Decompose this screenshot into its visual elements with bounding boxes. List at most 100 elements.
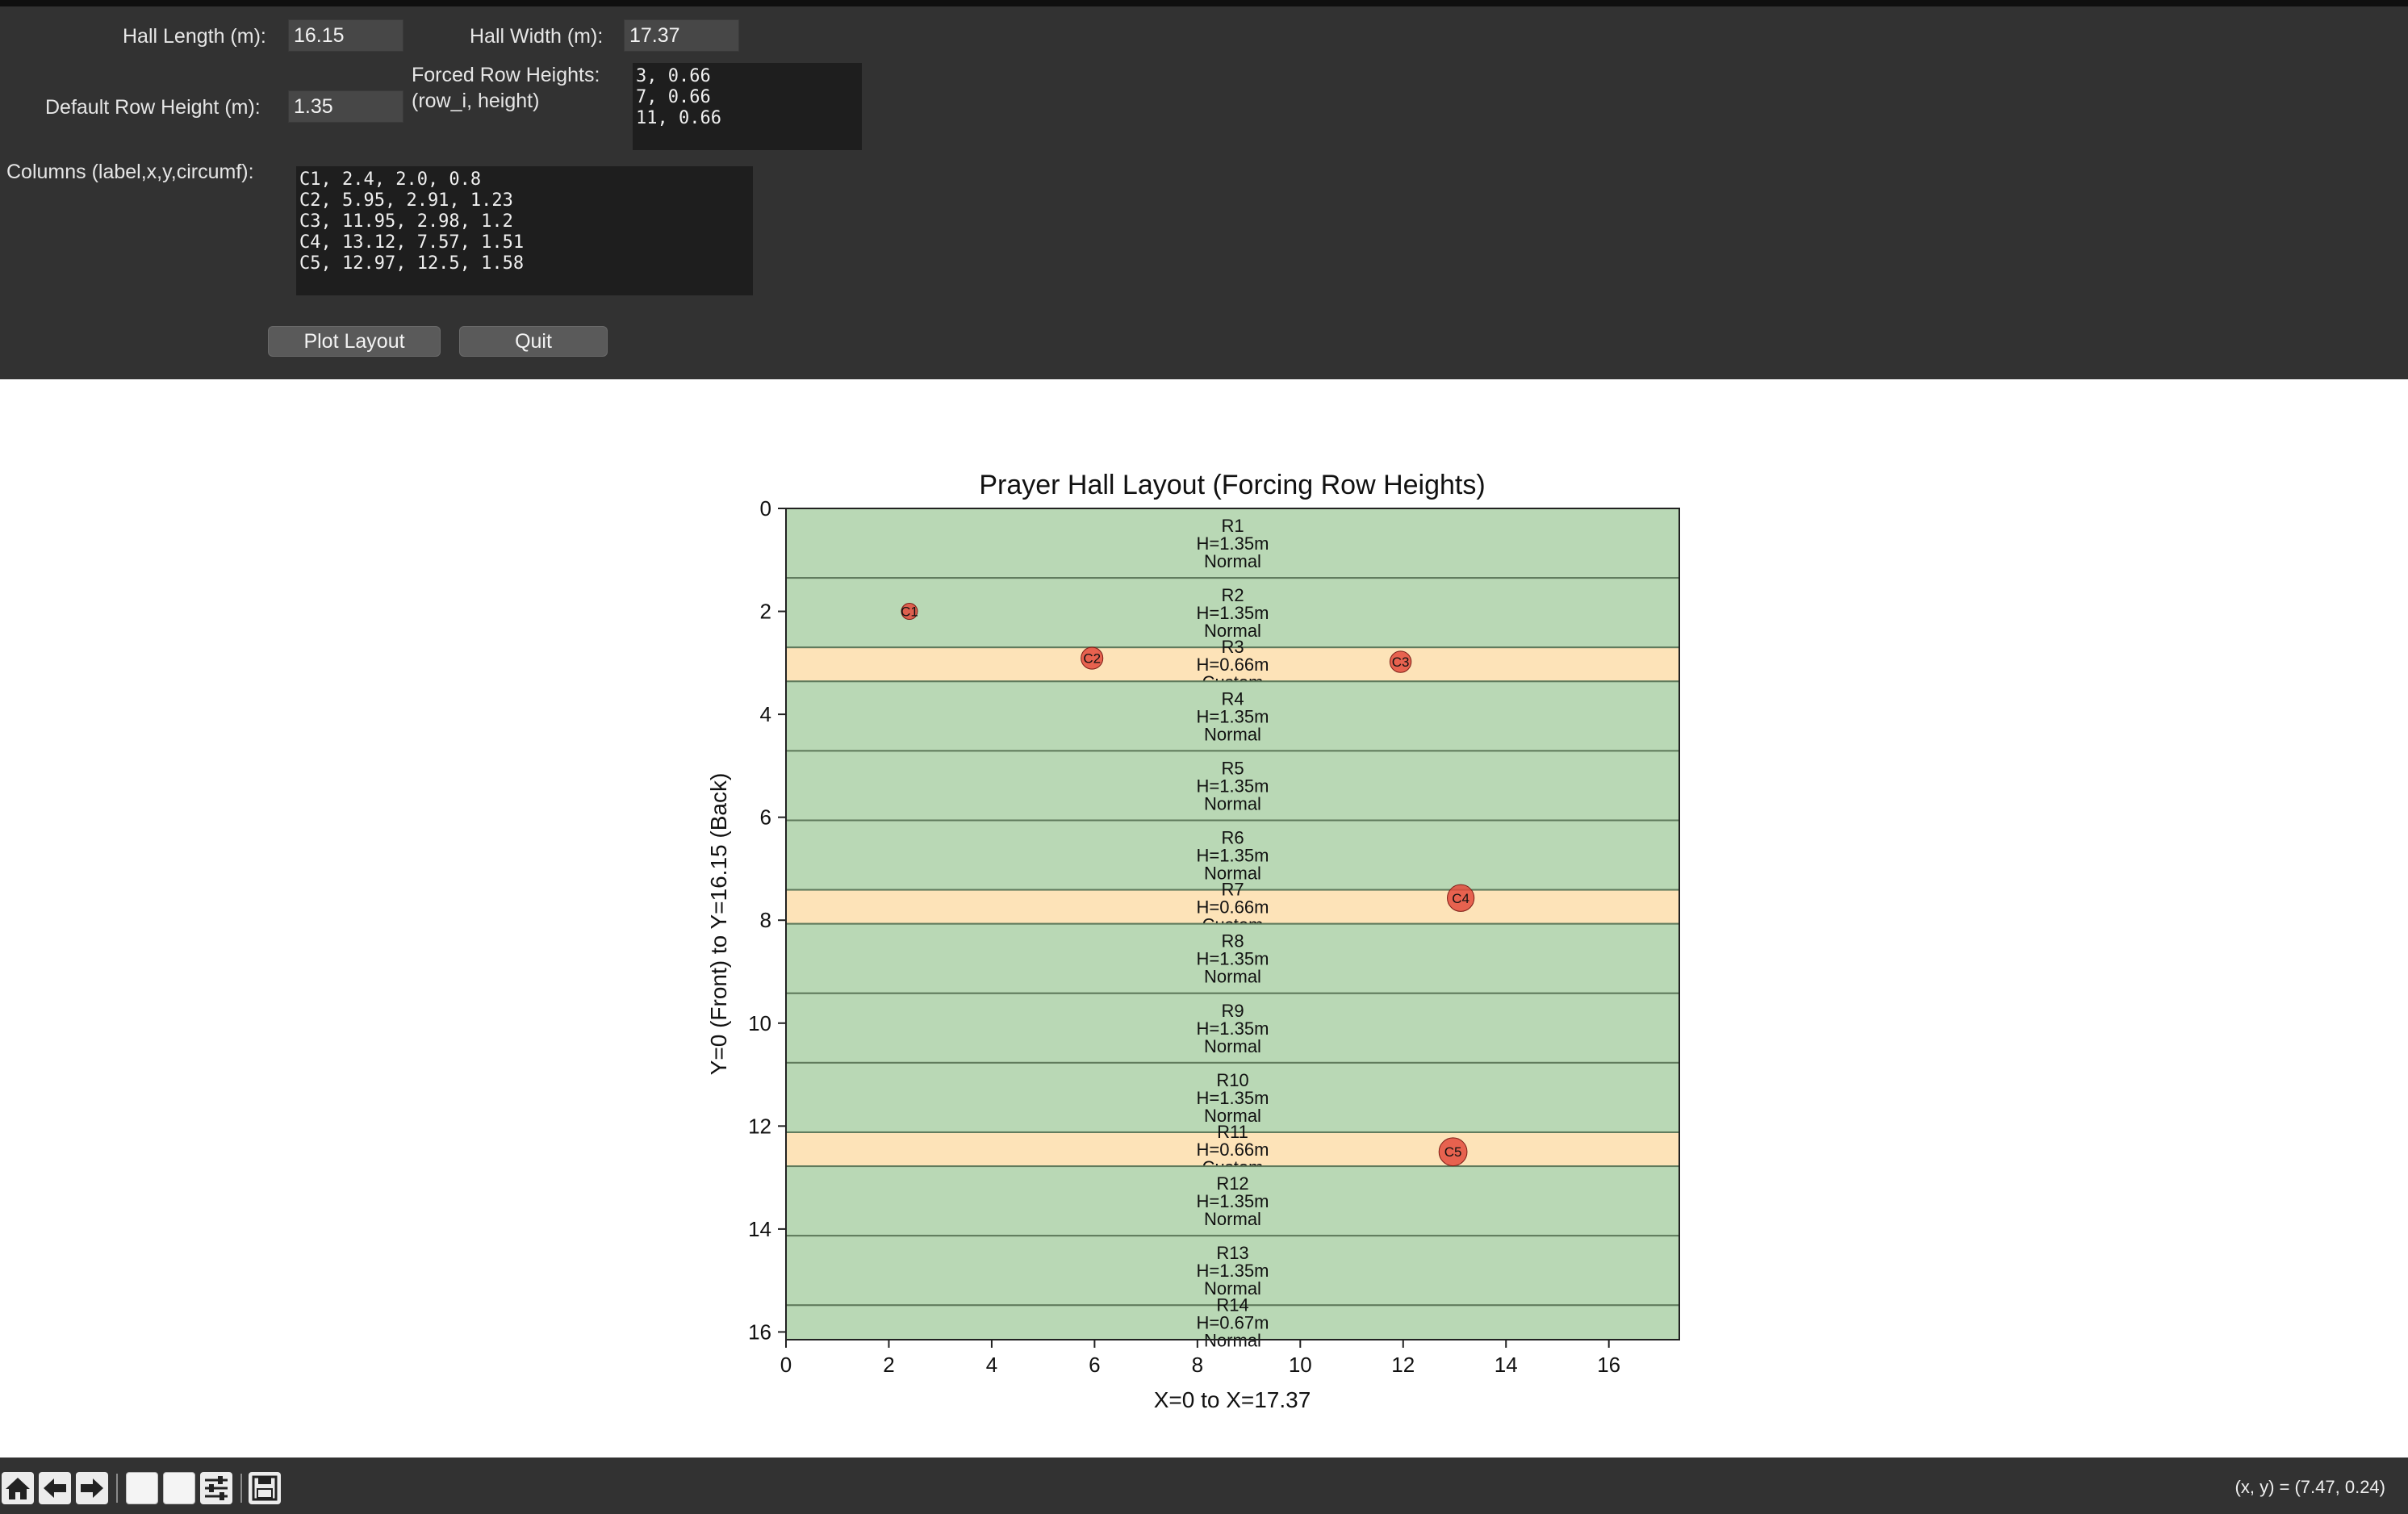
column-marker [1438,1137,1468,1167]
x-tick-label: 2 [883,1353,894,1377]
row-label: H=1.35m [1197,1018,1269,1039]
y-tick-label: 14 [748,1217,771,1241]
row-label: R14 [1216,1295,1248,1315]
parameter-panel: Hall Length (m): 16.15 Hall Width (m): 1… [0,6,2408,379]
forward-arrow-icon[interactable] [76,1472,108,1504]
pan-icon[interactable] [126,1472,158,1504]
row-label: R8 [1221,931,1244,951]
figure-canvas: Prayer Hall Layout (Forcing Row Heights)… [0,379,2408,1458]
y-tick-label: 0 [760,496,771,521]
columns-label: Columns (label,x,y,circumf): [6,161,254,183]
row-label: Normal [1204,1278,1261,1299]
row-label: Normal [1204,1106,1261,1126]
row-band [785,1165,1680,1237]
column-marker [1081,646,1104,670]
row-label: H=1.35m [1197,1088,1269,1108]
y-tick-label: 6 [760,805,771,830]
row-label: Normal [1204,864,1261,884]
row-label: Normal [1204,621,1261,641]
row-label: Normal [1204,724,1261,744]
column-label: C3 [1392,655,1410,670]
row-label: R1 [1221,516,1244,536]
row-label: H=0.66m [1197,1140,1269,1160]
column-label: C2 [1083,651,1101,667]
x-tick-label: 6 [1089,1353,1100,1377]
layout-chart: Prayer Hall Layout (Forcing Row Heights)… [706,470,1680,1412]
row-label: H=1.35m [1197,1191,1269,1211]
x-axis-label: X=0 to X=17.37 [1154,1387,1311,1412]
default-row-height-input[interactable]: 1.35 [288,90,403,123]
default-row-height-label: Default Row Height (m): [45,96,261,119]
back-arrow-icon[interactable] [39,1472,71,1504]
row-band [785,508,1680,579]
row-label: R11 [1217,1122,1248,1142]
row-label: H=0.67m [1197,1313,1269,1333]
home-icon[interactable] [2,1472,34,1504]
row-label: H=0.66m [1197,655,1269,675]
column-marker [901,603,918,621]
column-marker [1447,884,1475,912]
cursor-coordinates: (x, y) = (7.47, 0.24) [2235,1477,2385,1497]
y-tick-label: 16 [748,1320,771,1344]
hall-length-label: Hall Length (m): [123,25,266,48]
row-label: R5 [1221,758,1244,778]
row-label: Normal [1204,1331,1261,1351]
navigation-toolbar: (x, y) = (7.47, 0.24) [0,1458,2408,1514]
row-band [785,646,1680,683]
row-label: R6 [1221,828,1244,848]
forced-rows-label-line1: Forced Row Heights: [412,64,600,86]
quit-button[interactable]: Quit [459,326,608,357]
row-label: H=0.66m [1197,897,1269,918]
row-band [785,819,1680,891]
x-tick-label: 16 [1597,1353,1620,1377]
hall-width-input[interactable]: 17.37 [624,19,739,52]
forced-rows-textarea[interactable]: 3, 0.66 7, 0.66 11, 0.66 [633,63,862,150]
configure-subplots-icon[interactable] [200,1472,232,1504]
y-tick-label: 8 [760,908,771,932]
row-label: Normal [1204,551,1261,571]
save-icon[interactable] [249,1472,281,1504]
hall-width-label: Hall Width (m): [470,25,604,48]
row-band [785,992,1680,1064]
row-label: R13 [1216,1243,1248,1263]
forced-rows-label-line2: (row_i, height) [412,90,540,112]
column-marker [1389,650,1412,673]
y-tick-label: 4 [760,702,771,726]
y-tick-label: 10 [748,1011,771,1035]
row-label: R12 [1216,1173,1248,1194]
row-label: R3 [1221,637,1244,657]
row-label: R9 [1221,1001,1244,1021]
y-axis-label: Y=0 (Front) to Y=16.15 (Back) [706,773,731,1076]
row-label: H=1.35m [1197,706,1269,726]
row-band [785,680,1680,752]
columns-textarea[interactable]: C1, 2.4, 2.0, 0.8 C2, 5.95, 2.91, 1.23 C… [296,166,753,295]
row-label: Normal [1204,967,1261,987]
y-tick-label: 12 [748,1114,771,1138]
plot-layout-button[interactable]: Plot Layout [268,326,441,357]
row-label: Normal [1204,793,1261,813]
column-label: C1 [901,604,918,620]
x-tick-label: 4 [986,1353,997,1377]
row-label: H=1.35m [1197,603,1269,623]
toolbar-separator [240,1474,242,1503]
row-label: R4 [1221,688,1244,709]
row-label: R10 [1216,1070,1248,1090]
x-tick-label: 14 [1495,1353,1518,1377]
x-tick-label: 8 [1192,1353,1203,1377]
x-tick-label: 0 [780,1353,792,1377]
toolbar-separator [116,1474,118,1503]
x-tick-label: 12 [1391,1353,1415,1377]
row-label: H=1.35m [1197,1261,1269,1281]
row-label: Normal [1204,1209,1261,1229]
row-label: R2 [1221,585,1244,605]
column-label: C4 [1452,891,1469,906]
hall-length-input[interactable]: 16.15 [288,19,403,52]
window-top-strip [0,0,2408,6]
row-label: H=1.35m [1197,846,1269,866]
x-tick-label: 10 [1289,1353,1312,1377]
plot-frame [785,508,1680,1340]
y-tick-label: 2 [760,600,771,624]
row-label: H=1.35m [1197,949,1269,969]
zoom-icon[interactable] [163,1472,195,1504]
row-band [785,1061,1680,1133]
